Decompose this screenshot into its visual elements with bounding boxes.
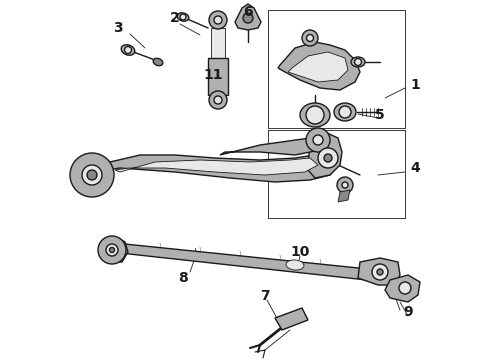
Text: 11: 11	[203, 68, 223, 82]
Polygon shape	[108, 243, 390, 282]
Polygon shape	[288, 52, 348, 82]
Circle shape	[372, 264, 388, 280]
Circle shape	[214, 96, 222, 104]
Polygon shape	[208, 58, 228, 95]
Circle shape	[318, 148, 338, 168]
Circle shape	[337, 177, 353, 193]
Circle shape	[70, 153, 114, 197]
Circle shape	[399, 282, 411, 294]
Circle shape	[354, 58, 362, 66]
Ellipse shape	[300, 103, 330, 127]
Circle shape	[98, 236, 126, 264]
Ellipse shape	[351, 57, 365, 67]
Text: 6: 6	[243, 5, 253, 19]
Text: 1: 1	[410, 78, 420, 92]
Polygon shape	[278, 42, 360, 90]
Circle shape	[377, 269, 383, 275]
Circle shape	[214, 16, 222, 24]
Circle shape	[82, 165, 102, 185]
Polygon shape	[220, 138, 330, 155]
Polygon shape	[115, 158, 318, 175]
Circle shape	[339, 106, 351, 118]
Circle shape	[342, 182, 348, 188]
Polygon shape	[90, 152, 338, 182]
Circle shape	[106, 244, 118, 256]
Polygon shape	[358, 258, 400, 285]
Text: 2: 2	[170, 11, 180, 25]
Text: 7: 7	[260, 289, 270, 303]
Polygon shape	[235, 4, 261, 30]
Circle shape	[307, 35, 314, 41]
Circle shape	[87, 170, 97, 180]
Text: 10: 10	[290, 245, 310, 259]
Text: 8: 8	[178, 271, 188, 285]
Text: 5: 5	[375, 108, 385, 122]
Polygon shape	[338, 190, 350, 202]
Polygon shape	[100, 238, 128, 262]
Ellipse shape	[177, 13, 189, 21]
Circle shape	[306, 128, 330, 152]
Circle shape	[124, 46, 131, 54]
Circle shape	[302, 30, 318, 46]
Circle shape	[324, 154, 332, 162]
Polygon shape	[308, 132, 342, 178]
Circle shape	[243, 13, 253, 23]
Circle shape	[180, 14, 186, 20]
Polygon shape	[385, 275, 420, 302]
Ellipse shape	[286, 260, 304, 270]
Circle shape	[313, 135, 323, 145]
Text: 9: 9	[403, 305, 413, 319]
Circle shape	[109, 248, 115, 252]
Ellipse shape	[121, 45, 135, 55]
Text: 4: 4	[410, 161, 420, 175]
Text: 3: 3	[113, 21, 123, 35]
Circle shape	[209, 11, 227, 29]
Polygon shape	[275, 308, 308, 330]
Polygon shape	[211, 28, 225, 58]
Ellipse shape	[153, 58, 163, 66]
Circle shape	[209, 91, 227, 109]
Circle shape	[306, 106, 324, 124]
Ellipse shape	[334, 103, 356, 121]
